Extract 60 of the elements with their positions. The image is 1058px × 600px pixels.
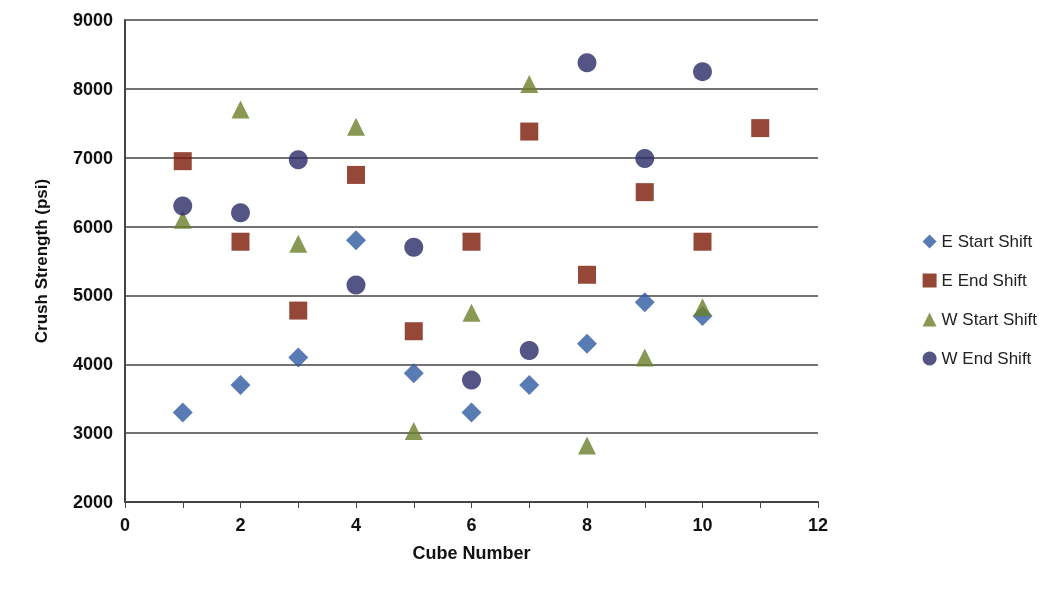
point bbox=[404, 422, 423, 441]
legend-label: W Start Shift bbox=[941, 310, 1038, 329]
legend-label: E End Shift bbox=[941, 271, 1027, 290]
y-tick-label: 3000 bbox=[72, 423, 113, 444]
x-tick-label: 0 bbox=[119, 515, 131, 535]
x-tick-label: 2 bbox=[235, 515, 246, 535]
point bbox=[577, 333, 597, 354]
point bbox=[462, 370, 481, 390]
point bbox=[173, 196, 193, 216]
y-tick-label: 8000 bbox=[72, 78, 113, 99]
y-tick-label: 5000 bbox=[72, 285, 113, 306]
point bbox=[577, 53, 597, 73]
point bbox=[346, 230, 366, 251]
point bbox=[404, 322, 423, 341]
point bbox=[634, 292, 655, 313]
point bbox=[519, 341, 539, 361]
legend-label: W End Shift bbox=[941, 349, 1032, 368]
point bbox=[289, 301, 308, 320]
y-tick-label: 7000 bbox=[72, 147, 113, 168]
point bbox=[404, 237, 424, 257]
y-tick-label: 2000 bbox=[72, 492, 113, 512]
point bbox=[347, 165, 365, 184]
point bbox=[347, 117, 365, 136]
y-tick-label: 4000 bbox=[72, 354, 113, 375]
point bbox=[230, 374, 251, 395]
point bbox=[520, 122, 539, 141]
point bbox=[288, 347, 309, 368]
point bbox=[231, 100, 250, 119]
x-tick-label: 8 bbox=[581, 515, 593, 535]
point bbox=[578, 265, 596, 284]
y-axis-title: Crush Strength (psi) bbox=[32, 178, 51, 344]
point bbox=[520, 75, 539, 94]
point bbox=[693, 62, 712, 82]
point bbox=[462, 303, 481, 322]
x-tick-label: 10 bbox=[692, 515, 713, 535]
point bbox=[635, 148, 655, 168]
point bbox=[578, 436, 596, 455]
y-tick-label: 9000 bbox=[72, 10, 113, 30]
point bbox=[693, 232, 712, 251]
x-axis-title: Cube Number bbox=[412, 543, 531, 563]
point bbox=[288, 150, 308, 170]
point bbox=[751, 119, 770, 138]
point bbox=[461, 402, 482, 423]
x-tick-label: 12 bbox=[807, 515, 829, 535]
point bbox=[346, 275, 366, 295]
point bbox=[635, 348, 654, 367]
point bbox=[231, 203, 250, 223]
x-tick-label: 6 bbox=[466, 515, 477, 535]
point bbox=[693, 298, 712, 317]
y-tick-label: 6000 bbox=[72, 216, 113, 237]
point bbox=[635, 183, 654, 202]
point bbox=[173, 152, 192, 171]
point bbox=[231, 232, 250, 251]
point bbox=[172, 402, 193, 423]
point bbox=[289, 234, 308, 253]
legend-label: E Start Shift bbox=[941, 232, 1033, 251]
point bbox=[519, 374, 540, 395]
point bbox=[462, 232, 481, 251]
point bbox=[403, 363, 424, 384]
x-tick-label: 4 bbox=[350, 515, 362, 535]
